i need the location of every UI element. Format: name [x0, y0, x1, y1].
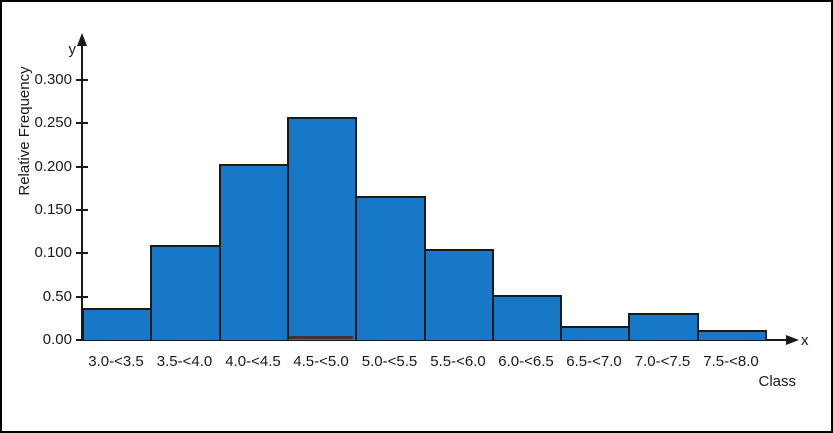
y-tick-mark: [76, 252, 88, 255]
x-axis-letter: x: [801, 332, 809, 349]
y-tick-label: 0.50: [42, 287, 72, 305]
x-axis-line: [80, 339, 788, 341]
x-category-label: 7.0-<7.5: [634, 353, 691, 370]
bar: [355, 196, 426, 340]
bar: [697, 330, 767, 340]
y-axis-letter: y: [68, 41, 77, 58]
y-axis-line: [81, 44, 83, 341]
x-category-label: 7.5-<8.0: [703, 353, 759, 370]
bar: [219, 164, 289, 340]
x-category-label: 5.5-<6.0: [430, 353, 486, 370]
x-category-label: 6.5-<7.0: [566, 353, 622, 370]
y-tick-label: 0.150: [34, 200, 72, 218]
y-tick-mark: [76, 295, 88, 298]
y-tick-label: 0.100: [34, 244, 72, 262]
bar: [628, 313, 699, 340]
y-axis-arrowhead-icon: [77, 33, 87, 46]
y-tick-mark: [76, 122, 88, 125]
y-tick-mark: [76, 78, 88, 81]
bar: [492, 295, 562, 340]
x-category-label: 4.5-<5.0: [293, 353, 349, 370]
y-tick-mark: [76, 165, 88, 168]
y-tick-label: 0.250: [34, 114, 72, 132]
x-category-label: 3.0-<3.5: [88, 353, 144, 370]
x-category-label: 5.0-<5.5: [361, 353, 418, 370]
y-tick-label: 0.200: [34, 157, 72, 175]
bar: [560, 326, 630, 340]
y-tick-mark: [76, 339, 88, 341]
x-category-label: 6.0-<6.5: [498, 353, 554, 370]
y-tick-label: 0.300: [34, 70, 72, 88]
x-axis-arrowhead-icon: [786, 335, 799, 345]
baseline-strip: [289, 336, 353, 339]
bar: [424, 249, 494, 340]
x-category-label: 4.0-<4.5: [225, 353, 281, 370]
bar: [287, 117, 357, 340]
bar: [150, 245, 221, 340]
y-tick-label: 0.00: [42, 331, 72, 348]
x-axis-title: Class: [758, 373, 796, 390]
x-category-label: 3.5-<4.0: [156, 353, 213, 370]
bar: [82, 308, 152, 340]
y-tick-mark: [76, 208, 88, 211]
